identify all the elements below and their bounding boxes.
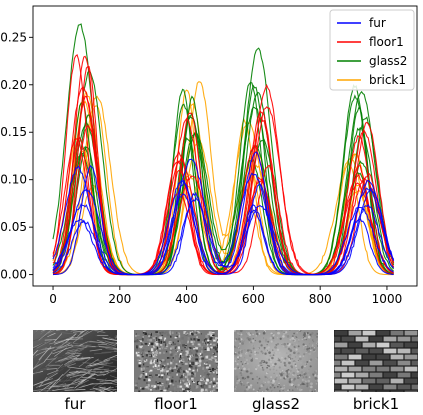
curve-fur (52, 151, 395, 276)
texture-glass2 (234, 330, 318, 392)
texture-label-floor1: floor1 (154, 395, 198, 413)
legend-label: glass2 (369, 54, 407, 68)
x-tick-label: 0 (49, 292, 57, 306)
texture-label-brick1: brick1 (352, 395, 400, 413)
curve-floor1 (52, 86, 394, 276)
y-tick-label: 0.00 (0, 268, 27, 282)
y-tick-label: 0.05 (0, 220, 27, 234)
axis-ticks: 0 200 400 600 800 1000 0.00 0.05 0.10 0.15 0.20 0.2… (0, 30, 402, 306)
texture-brick1 (334, 330, 418, 392)
x-tick-label: 200 (108, 292, 131, 306)
x-tick-label: 400 (175, 292, 198, 306)
y-tick-label: 0.25 (0, 30, 27, 44)
y-tick-label: 0.20 (0, 78, 27, 92)
x-tick-label: 1000 (372, 292, 403, 306)
texture-label-fur: fur (64, 395, 86, 413)
x-tick-label: 600 (242, 292, 265, 306)
texture-fur (33, 330, 117, 392)
curve-brick1 (53, 105, 394, 276)
legend: fur floor1 glass2 brick1 (329, 9, 415, 91)
y-tick-label: 0.15 (0, 125, 27, 139)
texture-floor1 (134, 330, 218, 392)
x-tick-label: 800 (309, 292, 332, 306)
texture-label-glass2: glass2 (251, 395, 301, 413)
data-curves (52, 23, 395, 276)
legend-box (329, 9, 415, 91)
legend-label: brick1 (369, 73, 406, 87)
curve-fur (52, 172, 394, 276)
line-chart: 0 200 400 600 800 1000 0.00 0.05 0.10 0.15 0.20 0.2… (0, 5, 418, 306)
y-tick-label: 0.10 (0, 173, 27, 187)
legend-label: floor1 (369, 35, 404, 49)
curve-fur (52, 164, 395, 276)
legend-label: fur (369, 16, 386, 30)
